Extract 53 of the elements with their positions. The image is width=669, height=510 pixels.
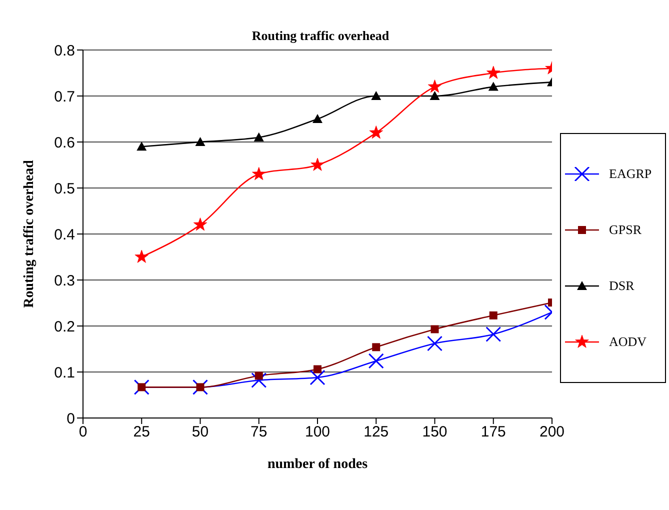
point: [430, 325, 439, 334]
legend-label: AODV: [609, 334, 647, 350]
point: [134, 379, 150, 395]
point: [428, 80, 442, 93]
y-tick-label: 0.5: [54, 180, 75, 198]
x-tick-label: 50: [192, 424, 209, 441]
point: [371, 91, 382, 100]
x-tick-label: 100: [304, 424, 330, 441]
point: [134, 250, 148, 263]
legend-label: EAGRP: [609, 166, 652, 182]
y-tick-label: 0.7: [54, 88, 75, 106]
point: [310, 370, 326, 386]
point: [486, 326, 502, 342]
y-tick-label: 0: [66, 410, 75, 428]
y-axis-title: Routing traffic overhead: [22, 160, 37, 308]
point: [314, 365, 322, 374]
point: [427, 336, 442, 352]
point: [368, 353, 384, 369]
point: [486, 66, 500, 79]
x-tick-label: 125: [364, 424, 389, 441]
point: [196, 383, 204, 392]
point: [254, 132, 264, 142]
point: [193, 218, 208, 231]
point: [254, 372, 263, 380]
point: [310, 158, 324, 171]
point: [252, 167, 266, 180]
x-tick-label: 150: [422, 424, 448, 441]
y-tick-label: 0.2: [54, 318, 75, 336]
y-tick-label: 0.4: [54, 226, 75, 244]
point: [372, 343, 380, 352]
chart-title: Routing traffic overhead: [250, 28, 390, 44]
point: [138, 383, 146, 392]
point: [136, 142, 147, 151]
legend-label: DSR: [609, 278, 634, 294]
x-tick-label: 25: [133, 424, 150, 441]
point: [312, 114, 322, 123]
y-tick-label: 0.1: [54, 364, 75, 382]
legend-label: GPSR: [609, 222, 642, 238]
point: [488, 82, 498, 91]
point: [192, 379, 208, 395]
y-tick-label: 0.3: [54, 272, 75, 290]
point: [251, 372, 267, 388]
point: [430, 91, 440, 100]
x-tick-label: 175: [480, 424, 506, 441]
x-tick-label: 0: [78, 424, 88, 441]
point: [195, 137, 206, 146]
x-axis-title: number of nodes: [267, 457, 368, 472]
point: [369, 126, 383, 139]
x-tick-label: 75: [250, 424, 268, 441]
point: [489, 311, 498, 320]
y-tick-label: 0.6: [54, 134, 75, 152]
y-tick-label: 0.8: [54, 42, 75, 60]
x-tick-label: 200: [539, 424, 565, 441]
